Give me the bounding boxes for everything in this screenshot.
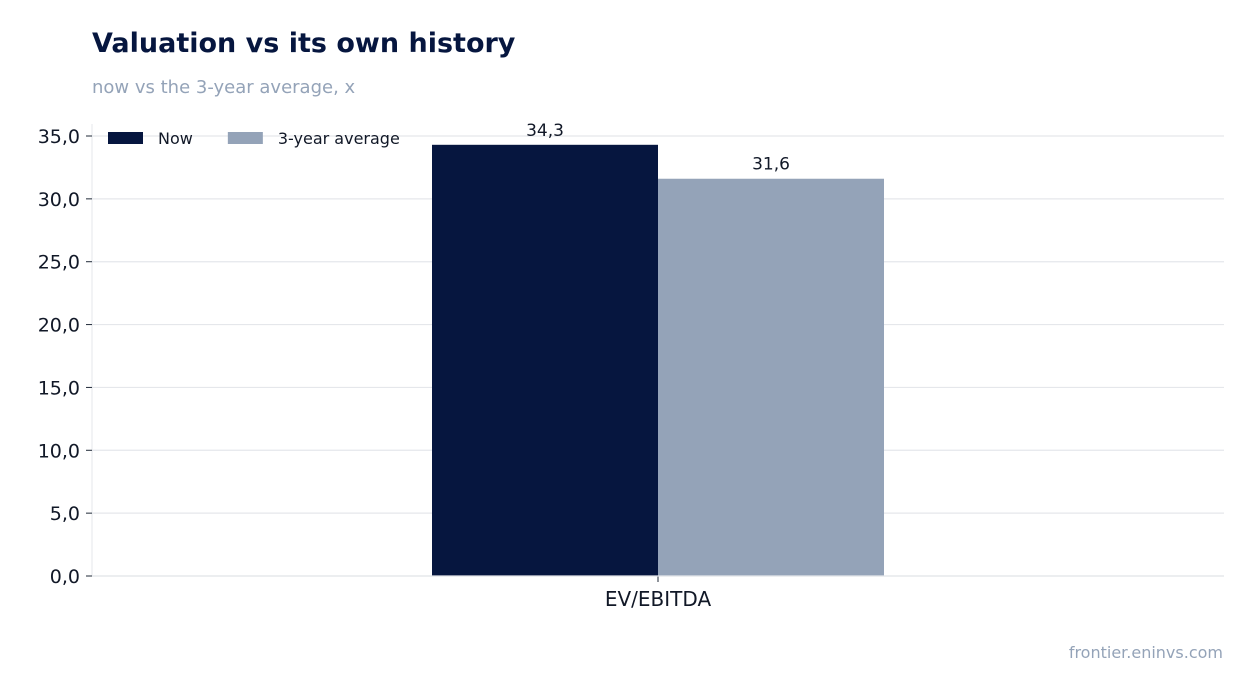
y-tick-label: 15,0 [38, 377, 80, 399]
y-tick-label: 35,0 [38, 126, 80, 148]
source-credit: frontier.eninvs.com [1068, 643, 1223, 662]
y-tick-label: 0,0 [50, 566, 80, 588]
bar-now [432, 144, 658, 577]
chart-subtitle: now vs the 3-year average, x [92, 77, 356, 98]
y-tick-label: 20,0 [38, 315, 80, 337]
y-tick-label: 5,0 [50, 503, 80, 525]
bar-value-label: 34,3 [526, 121, 564, 141]
chart-title: Valuation vs its own history [92, 28, 516, 59]
legend-label: Now [158, 129, 193, 148]
x-axis: EV/EBITDA [92, 575, 1224, 611]
y-tick-label: 25,0 [38, 252, 80, 274]
bar-3-year-average [658, 178, 884, 576]
legend-label: 3-year average [278, 129, 400, 148]
y-tick-label: 10,0 [38, 440, 80, 462]
bar-value-label: 31,6 [752, 155, 790, 175]
legend: Now 3-year average [108, 129, 400, 148]
bars: 34,3 31,6 [432, 121, 884, 577]
legend-swatch [108, 132, 143, 144]
y-tick-label: 30,0 [38, 189, 80, 211]
x-tick-label: EV/EBITDA [605, 587, 712, 611]
legend-swatch [227, 132, 263, 144]
y-axis: 0,0 5,0 10,0 15,0 20,0 25,0 30,0 35,0 [38, 124, 93, 588]
